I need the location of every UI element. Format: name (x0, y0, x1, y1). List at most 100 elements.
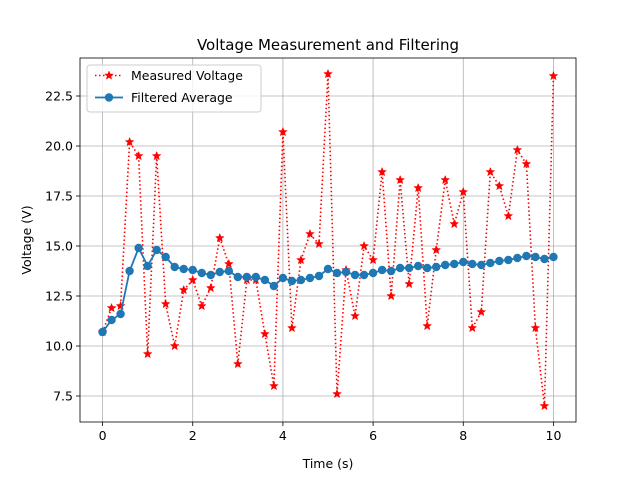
measured-voltage-point (494, 180, 505, 191)
filtered-average-point (423, 263, 432, 273)
filtered-average-point (468, 259, 477, 269)
filtered-average-point (152, 245, 161, 255)
y-tick-label: 12.5 (45, 289, 73, 304)
measured-voltage-point (359, 240, 370, 251)
x-tick-label: 0 (99, 428, 107, 443)
filtered-average-point (314, 271, 324, 281)
measured-voltage-point (323, 68, 333, 79)
filtered-average-point (188, 265, 197, 275)
grid (80, 58, 576, 422)
measured-voltage-point (169, 340, 180, 351)
filtered-average-point (278, 273, 288, 283)
legend: Measured Voltage Filtered Average (86, 64, 262, 113)
filtered-average-point (260, 275, 270, 285)
measured-voltage-point (187, 274, 198, 285)
filtered-average-point (350, 270, 360, 280)
plot-area (80, 58, 576, 422)
measured-voltage-point (160, 298, 171, 309)
legend-swatch-measured-marker (104, 70, 114, 80)
measured-voltage-point (196, 300, 207, 311)
filtered-average-point (522, 251, 531, 261)
measured-voltage-point (286, 322, 297, 333)
filtered-average-point (134, 243, 143, 253)
measured-voltage-point (350, 310, 361, 321)
y-axis-title: Voltage (V) (19, 205, 34, 274)
filtered-average-point (233, 272, 243, 282)
y-tick-label: 17.5 (45, 189, 73, 204)
measured-voltage-point (314, 238, 324, 249)
measured-voltage-point (368, 254, 379, 265)
x-tick-label: 10 (546, 428, 562, 443)
y-tick-label: 15.0 (45, 239, 73, 254)
filtered-average-point (296, 275, 306, 285)
y-tick-label: 7.5 (53, 389, 73, 404)
filtered-average-point (98, 327, 107, 337)
filtered-average-point (477, 260, 486, 270)
filtered-average-point (386, 266, 396, 276)
measured-voltage-point (377, 166, 388, 177)
filtered-average-point (459, 257, 468, 267)
filtered-average-point (269, 281, 279, 291)
measured-voltage-point (295, 254, 306, 265)
measured-voltage-point (458, 186, 469, 197)
measured-voltage-point (332, 388, 342, 399)
measured-voltage-point (232, 358, 243, 369)
filtered-average-point (540, 254, 549, 264)
x-tick-label: 6 (369, 428, 377, 443)
measured-voltage-point (467, 322, 478, 333)
filtered-average-point (161, 252, 170, 262)
x-tick-label: 8 (459, 428, 467, 443)
measured-voltage-point (305, 228, 315, 239)
y-tick-label: 10.0 (45, 339, 73, 354)
filtered-average-point (323, 264, 333, 274)
filtered-average-point (413, 261, 423, 271)
filtered-average-point (495, 256, 504, 266)
x-tick-label: 2 (189, 428, 197, 443)
measured-voltage-point (214, 232, 225, 243)
measured-voltage-point (124, 136, 135, 147)
measured-voltage-point (548, 70, 559, 81)
filtered-average-point (287, 276, 297, 286)
plot-frame (79, 57, 577, 423)
filtered-average-point (206, 270, 215, 280)
filtered-average-point (549, 252, 558, 262)
filtered-average-point (513, 253, 522, 263)
measured-voltage-point (115, 300, 126, 311)
series-layer (97, 68, 559, 411)
measured-voltage-point (142, 348, 153, 359)
legend-swatch-filtered-marker (104, 93, 114, 102)
measured-voltage-point (449, 218, 460, 229)
filtered-average-point (143, 261, 152, 271)
measured-voltage-point (413, 182, 424, 193)
filtered-average-point (107, 315, 116, 325)
measured-voltage-point (151, 150, 162, 161)
measured-voltage-point (422, 320, 433, 331)
measured-voltage-point (386, 290, 397, 301)
filtered-average-series (98, 243, 558, 337)
measured-voltage-point (476, 306, 487, 317)
measured-voltage-point (268, 380, 279, 391)
legend-swatches (95, 70, 123, 102)
measured-voltage-point (178, 284, 189, 295)
filtered-average-point (432, 262, 441, 272)
filtered-average-point (531, 252, 540, 262)
filtered-average-point (377, 265, 387, 275)
measured-voltage-point (205, 282, 216, 293)
measured-voltage-point (440, 174, 451, 185)
measured-voltage-point (539, 400, 550, 411)
x-tick-label: 4 (279, 428, 287, 443)
filtered-average-point (450, 259, 459, 269)
legend-label-filtered: Filtered Average (131, 90, 233, 105)
chart-title: Voltage Measurement and Filtering (197, 36, 459, 54)
measured-voltage-point (521, 158, 532, 169)
measured-voltage-point (259, 328, 270, 339)
measured-voltage-point (133, 150, 144, 161)
legend-label-measured: Measured Voltage (131, 68, 243, 83)
measured-voltage-point (106, 302, 117, 313)
filtered-average-point (116, 309, 125, 319)
y-tick-label: 22.5 (45, 89, 73, 104)
y-tick-label: 20.0 (45, 139, 73, 154)
measured-voltage-point (404, 278, 415, 289)
filtered-average-point (504, 255, 513, 265)
